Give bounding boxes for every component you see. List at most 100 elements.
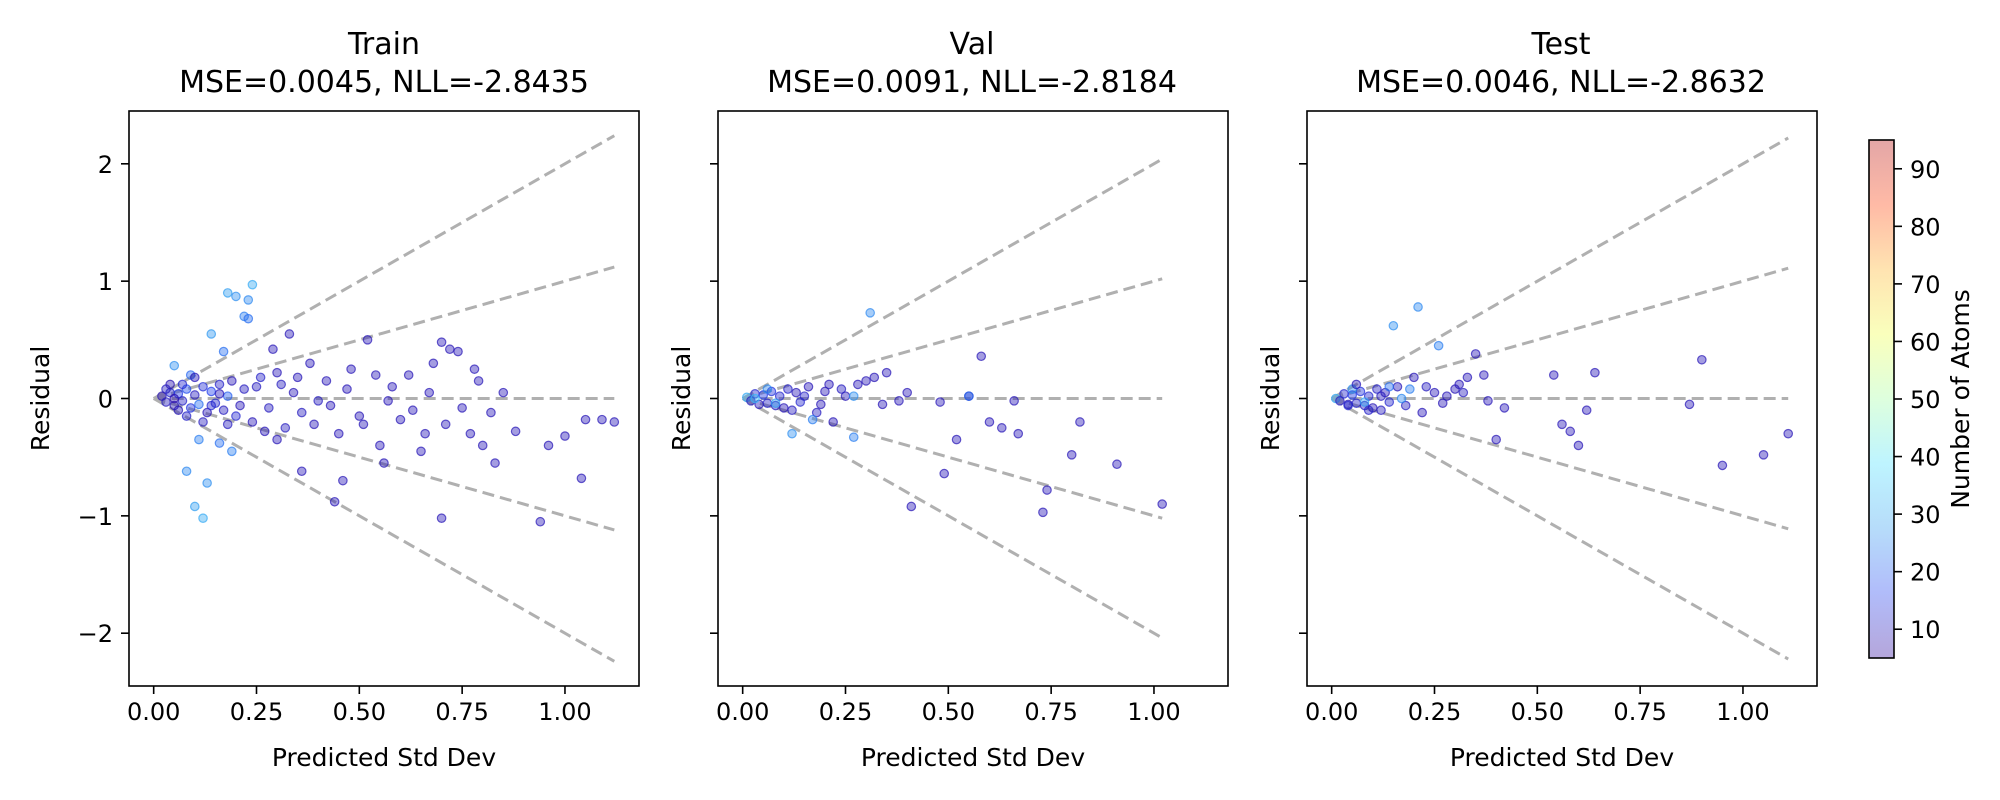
data-point [811, 407, 822, 418]
guide-line-neg1sigma [1331, 397, 1789, 531]
data-point [803, 381, 814, 392]
data-point [774, 391, 785, 401]
panel-val: Val MSE=0.0091, NLL=-2.8184 0.00 0.25 0.50… [667, 27, 1229, 772]
data-point [395, 414, 406, 425]
data-point [420, 428, 430, 439]
data-point [198, 417, 208, 427]
data-point [181, 411, 192, 421]
data-point [325, 400, 336, 411]
colorbar-tick-label: 30 [1910, 501, 1941, 529]
data-point [1400, 400, 1411, 411]
data-point [445, 344, 455, 355]
data-point [305, 358, 315, 369]
x-tick-label: 0.25 [819, 698, 872, 726]
data-point [169, 360, 180, 371]
data-point [214, 389, 225, 399]
panel-metrics: MSE=0.0046, NLL=-2.8632 [1356, 65, 1766, 100]
data-point [770, 398, 781, 408]
data-point [1590, 367, 1600, 378]
data-point [869, 372, 880, 383]
panel-lines [1330, 136, 1789, 661]
y-axis-label: Residual [26, 346, 55, 452]
data-point [597, 414, 607, 425]
data-point [894, 396, 904, 406]
data-point [853, 379, 863, 390]
colorbar: 10 20 30 40 50 60 70 80 90 Number of Atoms [1868, 139, 1975, 659]
data-point [1581, 405, 1592, 416]
colorbar-tick-label: 80 [1910, 213, 1941, 241]
data-point [807, 414, 818, 425]
data-point [370, 370, 381, 380]
data-point [1388, 320, 1399, 331]
colorbar-tick-label: 20 [1910, 559, 1941, 587]
data-point [1758, 450, 1769, 460]
data-point [1462, 372, 1473, 383]
x-tick-label: 1.00 [1716, 698, 1769, 726]
guide-line-neg1sigma [742, 397, 1163, 520]
data-point [206, 386, 217, 397]
data-point [1479, 370, 1489, 380]
data-point [902, 387, 912, 398]
data-point [750, 393, 760, 404]
data-point [284, 329, 295, 339]
data-point [877, 399, 888, 410]
data-point [354, 411, 365, 421]
data-point [1075, 417, 1085, 427]
x-tick-label: 0.50 [1511, 698, 1564, 726]
data-point [185, 403, 196, 413]
data-point [1437, 398, 1448, 408]
data-point [206, 329, 217, 339]
plot-frame [717, 110, 1229, 687]
data-point [1491, 434, 1501, 445]
colorbar-bar [1868, 139, 1895, 659]
guide-line-neg2sigma [741, 397, 1163, 640]
data-point [787, 405, 797, 416]
data-point [243, 295, 254, 305]
colorbar-tick-label: 10 [1910, 616, 1941, 644]
plot-frame [128, 110, 640, 687]
data-point [161, 397, 171, 407]
y-tick-label: 1 [98, 268, 113, 296]
data-point [198, 381, 208, 392]
panel-title: Val [950, 27, 995, 62]
data-point [387, 381, 398, 392]
x-tick-label: 1.00 [1127, 698, 1180, 726]
data-point [276, 379, 286, 390]
data-point [881, 367, 892, 378]
data-point [1013, 428, 1024, 439]
x-tick-label: 0.75 [1024, 698, 1077, 726]
data-point [457, 403, 467, 413]
data-point [1392, 381, 1403, 392]
data-point [1066, 450, 1077, 460]
data-point [214, 379, 225, 390]
data-point [1573, 440, 1584, 451]
data-point [218, 405, 229, 416]
guide-line-pos1sigma [1331, 266, 1789, 400]
data-point [272, 367, 282, 378]
data-point [264, 403, 274, 413]
colorbar-tick-label: 90 [1910, 156, 1941, 184]
data-point [222, 288, 233, 298]
panel-train: Train MSE=0.0045, NLL=-2.8435 0.00 0.25 0.… [26, 27, 640, 772]
guide-line-pos2sigma [741, 157, 1163, 400]
data-point [1339, 389, 1349, 399]
y-axis-label: Residual [1256, 346, 1285, 452]
data-point [313, 396, 323, 406]
data-point [329, 496, 340, 507]
colorbar-tick-label: 40 [1910, 444, 1941, 472]
data-point [783, 384, 793, 394]
panel-xticks: 0.00 0.25 0.50 0.75 1.00 [127, 686, 592, 726]
data-point [338, 475, 348, 486]
data-point [177, 396, 188, 406]
guide-line-pos2sigma [1330, 136, 1789, 400]
data-point [309, 419, 319, 430]
data-point [848, 432, 859, 443]
data-point [190, 390, 200, 400]
data-point [288, 387, 299, 398]
data-point [202, 478, 212, 488]
data-point [906, 501, 917, 512]
data-point [173, 405, 184, 416]
panel-metrics: MSE=0.0091, NLL=-2.8184 [767, 65, 1177, 100]
data-point [202, 407, 212, 418]
data-point [424, 387, 435, 398]
